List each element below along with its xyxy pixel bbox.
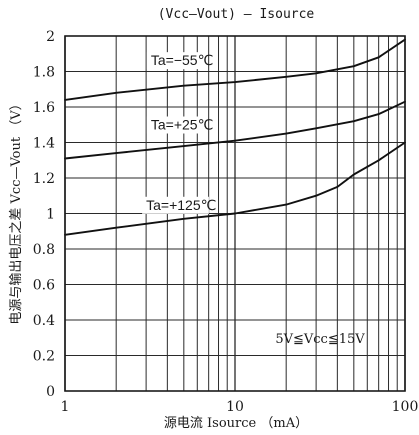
x-tick-label: 100 — [392, 399, 419, 415]
y-tick-label: 1 — [46, 207, 55, 223]
series-label: Ta=+25℃ — [151, 117, 213, 133]
y-tick-label: 0.2 — [33, 349, 55, 365]
y-tick-label: 1.8 — [33, 65, 55, 81]
condition-annotation: 5V≦Vcc≦15V — [275, 332, 365, 347]
y-tick-label: 1.4 — [33, 136, 55, 152]
series-label-background — [146, 116, 207, 134]
x-tick-label: 10 — [226, 399, 244, 415]
x-tick-label: 1 — [61, 399, 70, 415]
y-tick-label: 0.6 — [33, 278, 55, 294]
series-line — [64, 141, 406, 236]
y-tick-label: 2 — [46, 29, 55, 45]
series-lines — [64, 38, 406, 236]
y-tick-label: 1.2 — [33, 171, 55, 187]
series-label-background — [146, 52, 207, 70]
y-tick-label: 1.6 — [33, 100, 55, 116]
series-line — [64, 100, 406, 160]
x-axis-label: 源电流 Isource （mA） — [164, 416, 308, 431]
tick-labels: 0 0.2 0.4 0.6 0.8 1 1.2 1.4 1.6 1.8 2 1 10 100 — [33, 29, 419, 415]
y-tick-label: 0.8 — [33, 242, 55, 258]
chart-title: (Vcc—Vout) — Isource — [158, 7, 315, 22]
series-label: Ta=+125℃ — [146, 197, 216, 213]
y-tick-label: 0.4 — [33, 313, 55, 329]
y-tick-label: 0 — [46, 384, 55, 400]
series-label-background — [142, 196, 209, 214]
series-label: Ta=−55℃ — [151, 52, 213, 68]
plot-frame — [64, 35, 406, 392]
series-line — [64, 38, 406, 101]
y-axis-label: 电源与输出电压之差 Vcc—Vout （V） — [8, 97, 24, 324]
series-labels: Ta=−55℃ Ta=+25℃ Ta=+125℃ — [142, 52, 216, 214]
